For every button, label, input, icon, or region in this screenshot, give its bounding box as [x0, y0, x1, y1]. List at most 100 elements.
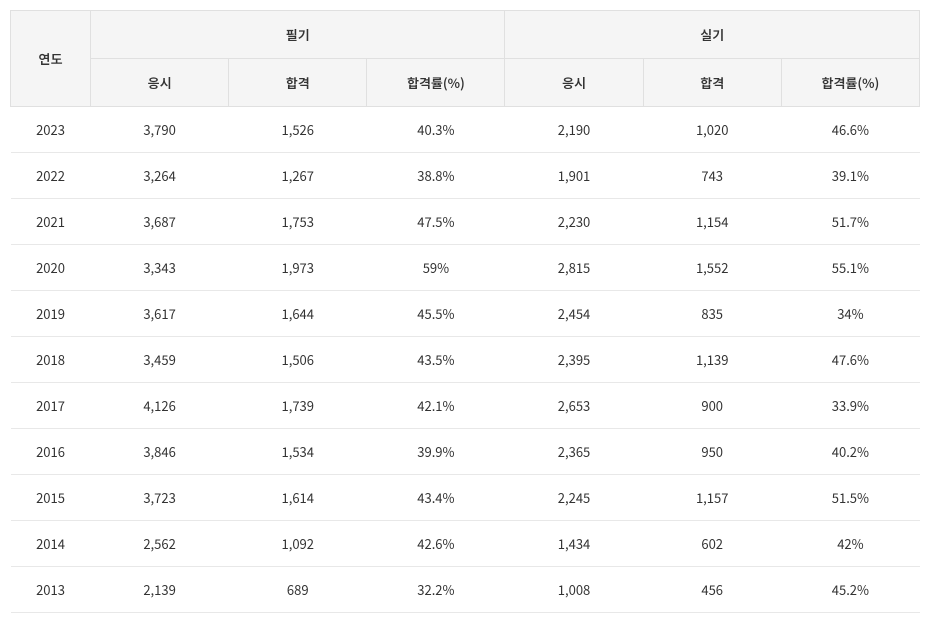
- cell-practical-passed: 1,154: [643, 199, 781, 245]
- table-row: 20203,3431,97359%2,8151,55255.1%: [11, 245, 920, 291]
- cell-practical-passed: 1,139: [643, 337, 781, 383]
- table-row: 20142,5621,09242.6%1,43460242%: [11, 521, 920, 567]
- cell-practical-rate: 33.9%: [781, 383, 919, 429]
- cell-practical-rate: 51.7%: [781, 199, 919, 245]
- header-row-2: 응시 합격 합격률(%) 응시 합격 합격률(%): [11, 59, 920, 107]
- cell-written-rate: 59%: [367, 245, 505, 291]
- header-practical-passed: 합격: [643, 59, 781, 107]
- cell-practical-passed: 456: [643, 567, 781, 613]
- cell-practical-applicants: 1,008: [505, 567, 643, 613]
- header-year: 연도: [11, 11, 91, 107]
- header-practical-applicants: 응시: [505, 59, 643, 107]
- cell-year: 2019: [11, 291, 91, 337]
- cell-practical-passed: 835: [643, 291, 781, 337]
- cell-year: 2017: [11, 383, 91, 429]
- cell-practical-rate: 34%: [781, 291, 919, 337]
- table-row: 20223,2641,26738.8%1,90174339.1%: [11, 153, 920, 199]
- cell-practical-applicants: 2,365: [505, 429, 643, 475]
- cell-year: 2021: [11, 199, 91, 245]
- cell-written-passed: 1,739: [229, 383, 367, 429]
- table-body: 20233,7901,52640.3%2,1901,02046.6%20223,…: [11, 107, 920, 613]
- cell-year: 2016: [11, 429, 91, 475]
- cell-written-rate: 32.2%: [367, 567, 505, 613]
- cell-written-applicants: 3,459: [91, 337, 229, 383]
- cell-written-passed: 1,614: [229, 475, 367, 521]
- cell-practical-passed: 602: [643, 521, 781, 567]
- cell-year: 2022: [11, 153, 91, 199]
- cell-year: 2018: [11, 337, 91, 383]
- cell-practical-applicants: 2,815: [505, 245, 643, 291]
- header-practical-rate: 합격률(%): [781, 59, 919, 107]
- cell-year: 2014: [11, 521, 91, 567]
- cell-written-applicants: 3,264: [91, 153, 229, 199]
- table-row: 20193,6171,64445.5%2,45483534%: [11, 291, 920, 337]
- cell-written-rate: 47.5%: [367, 199, 505, 245]
- cell-written-rate: 43.5%: [367, 337, 505, 383]
- cell-practical-rate: 40.2%: [781, 429, 919, 475]
- cell-written-applicants: 2,562: [91, 521, 229, 567]
- cell-practical-applicants: 2,245: [505, 475, 643, 521]
- cell-practical-applicants: 1,434: [505, 521, 643, 567]
- cell-practical-passed: 900: [643, 383, 781, 429]
- cell-practical-rate: 47.6%: [781, 337, 919, 383]
- cell-practical-rate: 51.5%: [781, 475, 919, 521]
- cell-written-applicants: 3,723: [91, 475, 229, 521]
- cell-written-rate: 45.5%: [367, 291, 505, 337]
- cell-practical-applicants: 2,230: [505, 199, 643, 245]
- table-row: 20153,7231,61443.4%2,2451,15751.5%: [11, 475, 920, 521]
- table-header: 연도 필기 실기 응시 합격 합격률(%) 응시 합격 합격률(%): [11, 11, 920, 107]
- cell-practical-applicants: 2,653: [505, 383, 643, 429]
- cell-practical-rate: 39.1%: [781, 153, 919, 199]
- header-written: 필기: [91, 11, 505, 59]
- cell-written-passed: 1,534: [229, 429, 367, 475]
- cell-practical-rate: 46.6%: [781, 107, 919, 153]
- table-row: 20132,13968932.2%1,00845645.2%: [11, 567, 920, 613]
- cell-written-rate: 42.6%: [367, 521, 505, 567]
- cell-practical-passed: 743: [643, 153, 781, 199]
- cell-written-applicants: 3,846: [91, 429, 229, 475]
- cell-written-passed: 1,526: [229, 107, 367, 153]
- cell-written-passed: 689: [229, 567, 367, 613]
- cell-practical-passed: 1,157: [643, 475, 781, 521]
- cell-written-rate: 38.8%: [367, 153, 505, 199]
- table-row: 20163,8461,53439.9%2,36595040.2%: [11, 429, 920, 475]
- cell-practical-passed: 950: [643, 429, 781, 475]
- cell-practical-passed: 1,020: [643, 107, 781, 153]
- cell-practical-applicants: 2,454: [505, 291, 643, 337]
- header-practical: 실기: [505, 11, 920, 59]
- cell-written-applicants: 3,617: [91, 291, 229, 337]
- cell-written-passed: 1,973: [229, 245, 367, 291]
- cell-written-applicants: 3,343: [91, 245, 229, 291]
- cell-practical-rate: 45.2%: [781, 567, 919, 613]
- cell-practical-applicants: 2,190: [505, 107, 643, 153]
- cell-written-applicants: 3,790: [91, 107, 229, 153]
- cell-practical-rate: 55.1%: [781, 245, 919, 291]
- table-row: 20213,6871,75347.5%2,2301,15451.7%: [11, 199, 920, 245]
- cell-practical-applicants: 2,395: [505, 337, 643, 383]
- cell-written-applicants: 2,139: [91, 567, 229, 613]
- exam-stats-table: 연도 필기 실기 응시 합격 합격률(%) 응시 합격 합격률(%) 20233…: [10, 10, 920, 613]
- cell-written-rate: 40.3%: [367, 107, 505, 153]
- cell-written-applicants: 3,687: [91, 199, 229, 245]
- cell-year: 2020: [11, 245, 91, 291]
- cell-written-passed: 1,092: [229, 521, 367, 567]
- header-written-rate: 합격률(%): [367, 59, 505, 107]
- cell-written-rate: 42.1%: [367, 383, 505, 429]
- table-row: 20174,1261,73942.1%2,65390033.9%: [11, 383, 920, 429]
- cell-written-passed: 1,644: [229, 291, 367, 337]
- cell-year: 2023: [11, 107, 91, 153]
- table-row: 20183,4591,50643.5%2,3951,13947.6%: [11, 337, 920, 383]
- cell-practical-passed: 1,552: [643, 245, 781, 291]
- cell-year: 2013: [11, 567, 91, 613]
- cell-written-passed: 1,506: [229, 337, 367, 383]
- cell-practical-applicants: 1,901: [505, 153, 643, 199]
- cell-written-passed: 1,267: [229, 153, 367, 199]
- header-row-1: 연도 필기 실기: [11, 11, 920, 59]
- cell-written-applicants: 4,126: [91, 383, 229, 429]
- cell-written-rate: 43.4%: [367, 475, 505, 521]
- header-written-applicants: 응시: [91, 59, 229, 107]
- table-row: 20233,7901,52640.3%2,1901,02046.6%: [11, 107, 920, 153]
- cell-practical-rate: 42%: [781, 521, 919, 567]
- cell-year: 2015: [11, 475, 91, 521]
- header-written-passed: 합격: [229, 59, 367, 107]
